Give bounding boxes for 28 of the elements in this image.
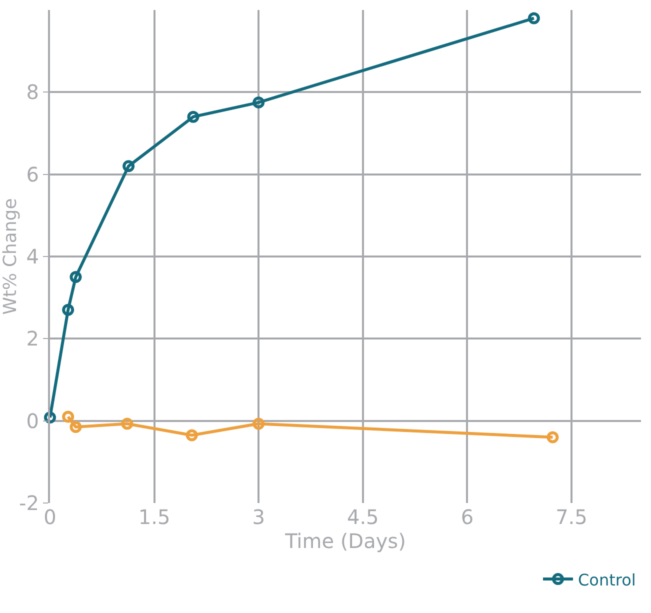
point [528,12,540,24]
x-tick-label: 3 [252,505,265,529]
point [62,410,74,423]
point [187,110,200,123]
x-axis-title: Time (Days) [284,529,406,553]
point [186,429,198,442]
point [121,418,134,430]
y-tick-label: 8 [26,80,39,104]
point [122,160,135,172]
x-tick-label: 1.5 [138,505,170,529]
point [252,418,265,430]
y-tick-label: 0 [26,408,39,433]
x-tick-label: 4.5 [346,505,379,529]
legend-label: Control [578,570,636,590]
y-tick-label: 2 [26,326,39,351]
y-tick-label: 6 [26,162,39,186]
point [252,96,265,108]
point [70,421,82,433]
point [44,412,56,424]
point [62,304,74,316]
y-tick-label: -2 [19,491,39,515]
x-tick-label: 7.5 [556,505,588,529]
point [546,431,559,444]
point [70,271,82,284]
x-tick-label: 6 [460,505,474,529]
y-tick-label: 4 [26,244,39,268]
y-axis-title: Wt% Change [0,198,21,315]
x-tick-label: 0 [44,505,56,529]
